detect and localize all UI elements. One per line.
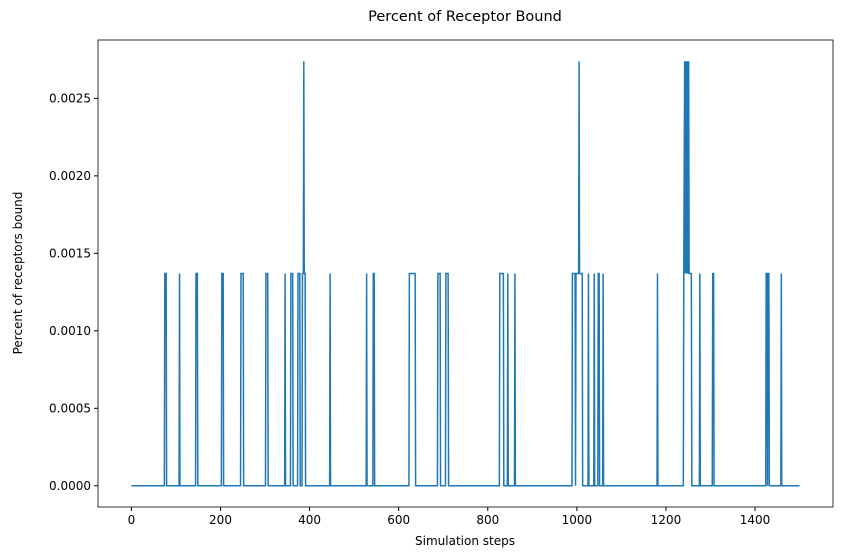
- x-tick-label: 600: [387, 513, 410, 527]
- y-tick-label: 0.0010: [49, 324, 91, 338]
- x-tick-label: 400: [298, 513, 321, 527]
- y-tick-label: 0.0020: [49, 169, 91, 183]
- x-tick-label: 200: [209, 513, 232, 527]
- x-tick-label: 1400: [740, 513, 771, 527]
- x-tick-label: 0: [128, 513, 136, 527]
- plot-frame: [97, 39, 834, 508]
- y-tick-label: 0.0005: [49, 401, 91, 415]
- chart-title: Percent of Receptor Bound: [368, 9, 562, 25]
- x-tick-label: 800: [476, 513, 499, 527]
- x-axis-label: Simulation steps: [415, 534, 515, 548]
- y-tick-label: 0.0000: [49, 479, 91, 493]
- y-tick-label: 0.0025: [49, 91, 91, 105]
- y-axis-label: Percent of receptors bound: [11, 192, 25, 355]
- data-line: [131, 61, 800, 487]
- x-tick-label: 1200: [651, 513, 682, 527]
- x-tick-label: 1000: [562, 513, 593, 527]
- y-tick-label: 0.0015: [49, 246, 91, 260]
